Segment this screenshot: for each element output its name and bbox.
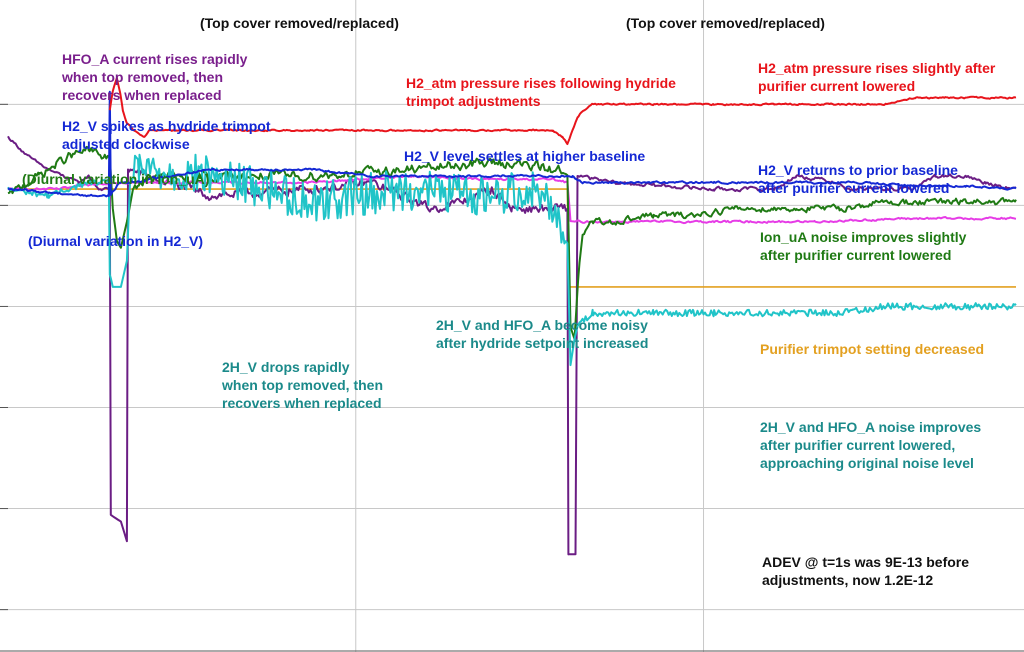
annotation-ion-noise: Ion_uA noise improves slightly after pur… [760, 228, 966, 264]
series-line-hfo-a [7, 135, 1017, 556]
annotation-noisy-line1: 2H_V and HFO_A become noisy [436, 317, 648, 333]
series-layer [7, 77, 1017, 556]
annotation-adev-line1: ADEV @ t=1s was 9E-13 before [762, 554, 970, 570]
annotation-hfo-line1: HFO_A current rises rapidly [62, 51, 248, 67]
annotation-h2v-return: H2_V returns to prior baseline after pur… [758, 161, 958, 197]
annotation-h2atm-rise: H2_atm pressure rises following hydride … [406, 74, 676, 110]
series-line-2h-v [7, 153, 1017, 367]
annotation-noisy-line2: after hydride setpoint increased [436, 335, 649, 351]
annotation-h2v-spike-line1: H2_V spikes as hydride trimpot [62, 118, 271, 134]
series-line-h2-v [7, 90, 1017, 198]
annotation-drop-line1: 2H_V drops rapidly [222, 359, 350, 375]
annotation-hfo-line2: when top removed, then [62, 69, 224, 85]
annotation-h2v-settle: H2_V level settles at higher baseline [404, 148, 646, 164]
annotation-h2v-return-line2: after purifier current lowered [758, 180, 950, 196]
annotation-h2atm-line1: H2_atm pressure rises following hydride [406, 75, 676, 91]
annotation-adev: ADEV @ t=1s was 9E-13 before adjustments… [762, 553, 969, 589]
annotation-purifier-trimpot: Purifier trimpot setting decreased [760, 341, 985, 357]
annotation-h2atm2-line1: H2_atm pressure rises slightly after [758, 60, 996, 76]
annotation-noise-imp-line3: approaching original noise level [760, 455, 974, 471]
annotation-h2atm-line2: trimpot adjustments [406, 93, 541, 109]
annotation-2hv-drop: 2H_V drops rapidly when top removed, the… [222, 358, 383, 412]
series-line-purifier [8, 188, 1016, 288]
annotation-h2atm2-line2: purifier current lowered [758, 78, 916, 94]
annotation-diurnal-h2v: (Diurnal variation in H2_V) [28, 233, 204, 249]
annotation-hfo-rise: HFO_A current rises rapidly when top rem… [62, 50, 247, 104]
annotation-diurnal-ion: (Diurnal variation in Ion_uA) [22, 171, 210, 187]
annotation-noise-imp-line1: 2H_V and HFO_A noise improves [760, 419, 982, 435]
annotation-ion-noise-line2: after purifier current lowered [760, 247, 952, 263]
annotation-h2atm-slight: H2_atm pressure rises slightly after pur… [758, 59, 995, 95]
annotation-adev-line2: adjustments, now 1.2E-12 [762, 572, 934, 588]
annotation-noise-improves: 2H_V and HFO_A noise improves after puri… [760, 418, 981, 472]
annotation-h2v-spike: H2_V spikes as hydride trimpot adjusted … [62, 117, 271, 153]
annotation-top-cover-2: (Top cover removed/replaced) [626, 15, 825, 31]
annotation-drop-line3: recovers when replaced [222, 395, 382, 411]
annotation-hfo-line3: recovers when replaced [62, 87, 222, 103]
annotation-ion-noise-line1: Ion_uA noise improves slightly [760, 229, 967, 245]
annotation-h2v-return-line1: H2_V returns to prior baseline [758, 162, 958, 178]
annotation-h2v-spike-line2: adjusted clockwise [62, 136, 190, 152]
series-line-h2-atm [108, 77, 1017, 146]
annotation-noisy: 2H_V and HFO_A become noisy after hydrid… [436, 316, 648, 352]
annotation-top-cover-1: (Top cover removed/replaced) [200, 15, 399, 31]
annotation-noise-imp-line2: after purifier current lowered, [760, 437, 956, 453]
annotation-drop-line2: when top removed, then [222, 377, 384, 393]
